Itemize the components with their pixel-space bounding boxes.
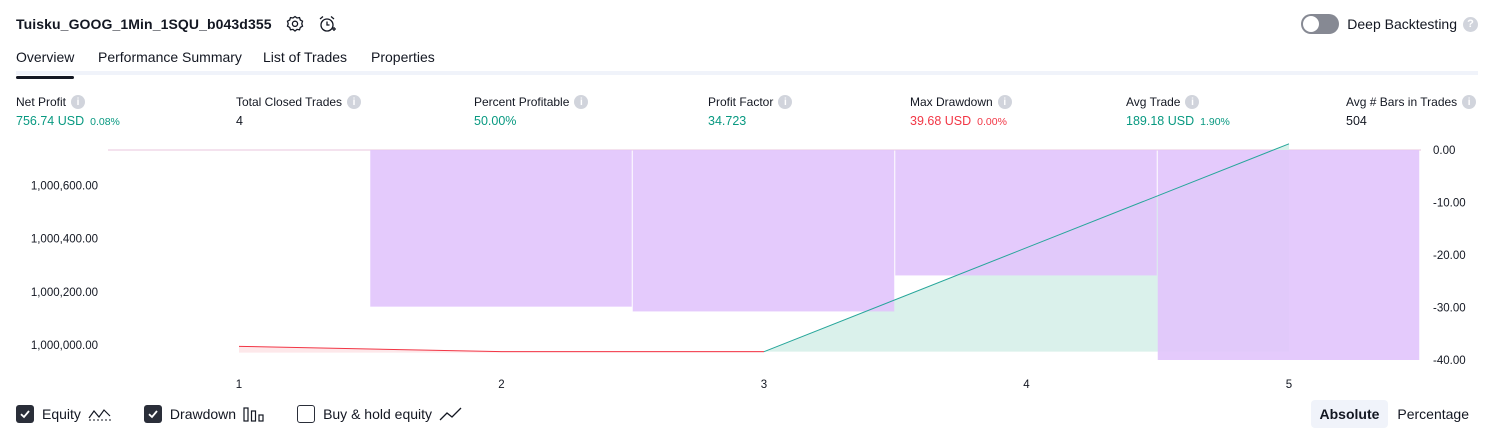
buy-hold-line-icon	[439, 406, 463, 422]
equity-line-gain	[763, 143, 1290, 353]
x-axis-tick-label: 5	[1286, 379, 1292, 391]
legend-drawdown[interactable]: Drawdown	[143, 405, 265, 423]
metric-value: 50.00%	[474, 114, 517, 128]
metric-label: Avg # Bars in Trades	[1346, 95, 1458, 109]
metric-value: 34.723	[708, 114, 747, 128]
metric-total-closed-trades: Total Closed Trades i 4	[236, 94, 362, 130]
left-axis-tick-label: 1,000,200.00	[31, 287, 98, 299]
right-axis-tick-label: 0.00	[1433, 145, 1455, 157]
help-icon[interactable]: i	[997, 95, 1012, 109]
right-axis-tick-label: -10.00	[1433, 198, 1466, 210]
help-icon[interactable]: i	[1462, 95, 1477, 109]
metric-value: 4	[236, 114, 243, 128]
right-axis-tick-label: -30.00	[1433, 303, 1466, 315]
chart-legend: Equity Drawdown Buy & hold equity	[16, 403, 495, 425]
metric-avg-bars-in-trades: Avg # Bars in Trades i 504	[1346, 94, 1477, 130]
metric-percent: 1.90%	[1200, 116, 1230, 128]
metric-avg-trade: Avg Trade i 189.18 USD 1.90%	[1126, 94, 1230, 130]
metric-value: 39.68 USD	[910, 114, 972, 128]
metric-percent: 0.00%	[977, 116, 1007, 128]
x-axis-tick-label: 1	[236, 379, 242, 391]
strategy-header: Tuisku_GOOG_1Min_1SQU_b043d355	[16, 13, 338, 35]
right-axis-tick-label: -40.00	[1433, 355, 1466, 367]
tab-list-of-trades[interactable]: List of Trades	[263, 49, 348, 65]
toggle-knob	[1303, 16, 1320, 32]
metric-profit-factor: Profit Factor i 34.723	[708, 94, 793, 130]
metric-label: Total Closed Trades	[236, 95, 343, 109]
metric-value: 756.74 USD	[16, 114, 85, 128]
value-mode-switch: Absolute Percentage	[1310, 400, 1479, 428]
help-icon[interactable]: i	[574, 95, 589, 109]
drawdown-bars-icon	[243, 406, 265, 422]
help-icon[interactable]: i	[71, 95, 86, 109]
x-axis-tick-label: 3	[761, 379, 767, 391]
settings-gear-icon[interactable]	[284, 13, 306, 35]
drawdown-bar	[1157, 150, 1420, 360]
metric-label: Avg Trade	[1126, 95, 1181, 109]
left-axis-tick-label: 1,000,400.00	[31, 234, 98, 246]
drawdown-bar	[895, 150, 1157, 276]
metric-percent: 0.08%	[90, 116, 120, 128]
help-icon[interactable]: i	[1185, 95, 1200, 109]
drawdown-bar	[632, 150, 895, 312]
metric-label: Net Profit	[16, 95, 67, 109]
right-axis-tick-label: -20.00	[1433, 250, 1466, 262]
metric-value: 504	[1346, 114, 1367, 128]
metric-label: Percent Profitable	[474, 95, 570, 109]
metric-percent-profitable: Percent Profitable i 50.00%	[474, 94, 589, 130]
equity-checkbox[interactable]	[16, 405, 34, 423]
drawdown-checkbox[interactable]	[143, 405, 162, 423]
deep-backtesting-toggle[interactable]	[1301, 14, 1340, 34]
tab-properties[interactable]: Properties	[371, 49, 435, 65]
buy-hold-label: Buy & hold equity	[323, 406, 433, 422]
equity-loss-area	[239, 346, 764, 353]
tab-performance-summary[interactable]: Performance Summary	[98, 49, 242, 65]
help-icon[interactable]: i	[347, 95, 362, 109]
alarm-clock-icon[interactable]	[316, 13, 338, 35]
equity-drawdown-chart: 1,000,600.00 1,000,400.00 1,000,200.00 1,00…	[31, 143, 1466, 391]
tab-overview[interactable]: Overview	[16, 49, 75, 79]
absolute-button[interactable]: Absolute	[1310, 400, 1389, 428]
metric-value: 189.18 USD	[1126, 114, 1195, 128]
help-icon[interactable]: ?	[1463, 16, 1478, 32]
drawdown-bar	[370, 150, 632, 307]
left-axis-tick-label: 1,000,600.00	[31, 181, 98, 193]
equity-label: Equity	[42, 406, 81, 422]
percentage-button[interactable]: Percentage	[1397, 406, 1469, 422]
metric-label: Profit Factor	[708, 95, 774, 109]
report-tabs: Overview Performance Summary List of Tra…	[16, 45, 1478, 79]
x-axis-tick-label: 2	[498, 379, 504, 391]
help-icon[interactable]: i	[778, 95, 793, 109]
equity-line-icon	[88, 406, 112, 422]
drawdown-label: Drawdown	[169, 406, 237, 422]
metric-label: Max Drawdown	[910, 95, 993, 109]
x-axis-tick-label: 4	[1023, 379, 1030, 391]
deep-backtesting: Deep Backtesting ?	[1301, 13, 1478, 35]
legend-equity[interactable]: Equity	[16, 405, 112, 423]
deep-backtesting-label: Deep Backtesting	[1347, 16, 1457, 32]
strategy-title: Tuisku_GOOG_1Min_1SQU_b043d355	[16, 16, 272, 32]
buy-hold-checkbox[interactable]	[297, 405, 316, 423]
legend-buy-hold-equity[interactable]: Buy & hold equity	[297, 405, 463, 423]
left-axis-tick-label: 1,000,000.00	[31, 340, 98, 352]
metric-net-profit: Net Profit i 756.74 USD 0.08%	[16, 94, 120, 130]
metric-max-drawdown: Max Drawdown i 39.68 USD 0.00%	[910, 94, 1012, 130]
equity-line-loss	[238, 345, 764, 353]
